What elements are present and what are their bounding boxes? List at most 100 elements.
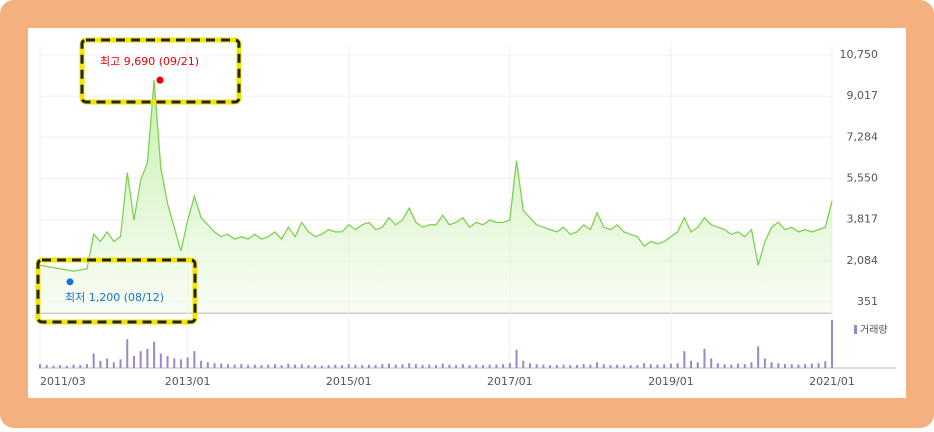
volume-bar xyxy=(153,341,156,368)
volume-bar xyxy=(367,364,370,368)
volume-bar xyxy=(85,364,88,368)
volume-bar xyxy=(112,362,115,368)
volume-bar xyxy=(72,364,75,368)
volume-bar xyxy=(388,363,391,368)
volume-bar xyxy=(361,365,364,368)
volume-bar xyxy=(320,365,323,368)
area-fill xyxy=(40,80,832,313)
volume-bar xyxy=(636,365,639,368)
volume-bar xyxy=(602,364,605,368)
volume-bar xyxy=(656,364,659,368)
volume-bar xyxy=(683,351,686,368)
volume-bar xyxy=(596,362,599,368)
volume-bar xyxy=(515,349,518,368)
volume-bar xyxy=(173,358,176,368)
volume-bar xyxy=(421,365,424,368)
y-tick-label: 351 xyxy=(857,295,878,308)
volume-bar xyxy=(179,359,182,368)
volume-bar xyxy=(528,363,531,368)
x-tick-label: 2015/01 xyxy=(326,375,372,388)
volume-bar xyxy=(240,364,243,368)
volume-bar xyxy=(260,365,263,368)
volume-bar xyxy=(784,364,787,368)
volume-bar xyxy=(233,364,236,368)
x-tick-label: 2013/01 xyxy=(165,375,211,388)
volume-bar xyxy=(52,365,55,368)
volume-bar xyxy=(777,363,780,368)
volume-bar xyxy=(763,358,766,368)
volume-bar xyxy=(589,364,592,368)
volume-bar xyxy=(441,363,444,368)
volume-bar xyxy=(663,364,666,368)
volume-bar xyxy=(690,360,693,368)
volume-bar xyxy=(676,363,679,368)
volume-bar xyxy=(65,365,68,368)
volume-bar xyxy=(327,365,330,368)
volume-bar xyxy=(347,364,350,368)
volume-bar xyxy=(810,363,813,368)
volume-bar xyxy=(92,353,95,368)
volume-bar xyxy=(542,364,545,368)
volume-bar xyxy=(535,364,538,368)
volume-bar xyxy=(59,365,62,368)
volume-bar xyxy=(314,365,317,368)
x-tick-label: 2021/01 xyxy=(809,375,855,388)
volume-bar xyxy=(609,365,612,368)
volume-bar xyxy=(294,364,297,368)
y-tick-label: 3,817 xyxy=(847,213,879,226)
panel xyxy=(28,28,906,398)
volume-bar xyxy=(126,339,129,368)
volume-bar xyxy=(206,362,209,368)
y-tick-label: 7,284 xyxy=(847,130,879,143)
annotation: 최저 1,200 (08/12) xyxy=(65,291,164,304)
volume-bar xyxy=(448,364,451,368)
volume-bar xyxy=(119,359,122,368)
volume-bar xyxy=(253,364,256,368)
volume-bar xyxy=(287,363,290,368)
volume-bar xyxy=(555,365,558,368)
extreme-dot xyxy=(156,76,164,84)
volume-bar xyxy=(381,364,384,368)
highlight-box-dash xyxy=(80,38,241,104)
volume-bar xyxy=(401,364,404,368)
volume-bar xyxy=(408,363,411,368)
volume-bar xyxy=(770,362,773,368)
volume-bar xyxy=(220,363,223,368)
volume-bar xyxy=(797,364,800,368)
volume-bar xyxy=(723,364,726,368)
volume-bar xyxy=(455,365,458,368)
volume-bar xyxy=(39,364,41,368)
volume-bar xyxy=(468,365,471,368)
volume-bar xyxy=(669,363,672,368)
volume-bar xyxy=(132,356,135,368)
volume-bar xyxy=(649,364,652,368)
volume-bar xyxy=(159,353,162,368)
volume-bar xyxy=(582,364,585,368)
volume-bar xyxy=(824,361,827,368)
volume-bar xyxy=(193,351,196,368)
volume-bar xyxy=(643,363,646,368)
volume-bar xyxy=(247,365,250,368)
volume-bar xyxy=(710,358,713,368)
volume-bar xyxy=(508,363,511,368)
volume-bar xyxy=(461,364,464,368)
x-tick-label: 2017/01 xyxy=(487,375,533,388)
y-tick-label: 10,750 xyxy=(840,48,879,61)
volume-bar xyxy=(481,365,484,368)
legend-swatch xyxy=(854,325,857,334)
volume-bar xyxy=(817,363,820,368)
volume-bar xyxy=(186,357,189,368)
volume-bar xyxy=(106,358,109,368)
volume-bar xyxy=(139,351,142,368)
volume-bar xyxy=(562,364,565,368)
volume-bar xyxy=(737,363,740,368)
volume-bar xyxy=(549,365,552,368)
volume-bar xyxy=(716,363,719,368)
volume-bar xyxy=(341,365,344,368)
y-tick-label: 9,017 xyxy=(847,89,879,102)
volume-bar xyxy=(616,364,619,368)
volume-bar xyxy=(334,364,337,368)
volume-bar xyxy=(622,365,625,368)
volume-bar xyxy=(750,362,753,368)
